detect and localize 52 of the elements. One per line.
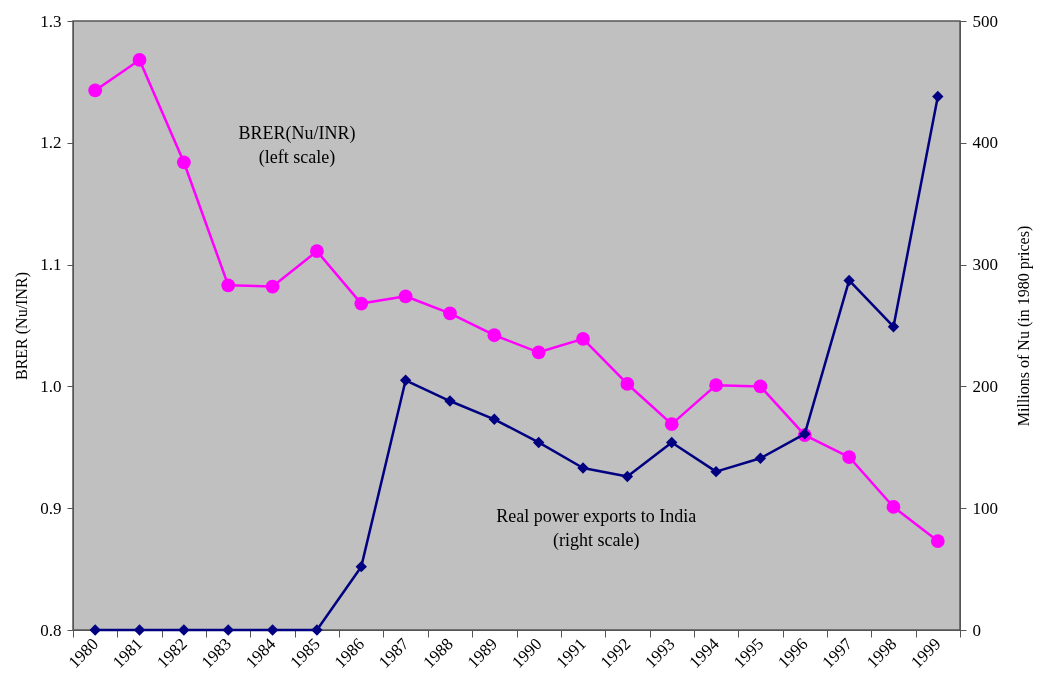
y2-axis-title: Millions of Nu (in 1980 prices) <box>1015 225 1033 427</box>
point <box>443 306 457 321</box>
y-tick-label: 1.1 <box>40 255 62 275</box>
point <box>89 624 101 636</box>
point <box>265 279 280 294</box>
point <box>354 296 369 311</box>
point <box>843 274 855 287</box>
point <box>754 452 767 464</box>
y-tick-label: 1.2 <box>40 133 62 153</box>
y2-tick-label: 400 <box>972 133 998 153</box>
point <box>664 417 679 432</box>
y-tick-label: 1.3 <box>40 11 62 31</box>
y-axis-title: BRER (Nu/INR) <box>13 272 32 380</box>
y-tick-label: 0.8 <box>40 620 62 640</box>
point <box>532 436 545 449</box>
series-label: Real power exports to India (right scale) <box>496 506 697 552</box>
point <box>531 345 546 360</box>
y2-tick-label: 200 <box>972 376 998 396</box>
point <box>88 83 103 98</box>
y2-tick-label: 0 <box>972 620 981 640</box>
point <box>176 155 191 170</box>
y2-tick-label: 100 <box>972 498 998 518</box>
point <box>576 332 590 346</box>
y-tick-label: 0.9 <box>40 498 62 518</box>
y2-tick-label: 300 <box>972 255 998 275</box>
point <box>311 624 323 636</box>
point <box>577 462 589 474</box>
text: BRER(Nu/INR) (left scale) <box>238 122 356 168</box>
point <box>487 328 502 343</box>
point <box>710 465 722 478</box>
point <box>132 53 147 67</box>
point <box>488 413 501 425</box>
y2-tick-label: 500 <box>972 11 998 31</box>
point <box>842 450 857 464</box>
point <box>310 244 324 259</box>
point <box>222 624 234 636</box>
y-tick-label: 1.0 <box>40 376 62 396</box>
point <box>620 377 635 391</box>
point <box>355 560 367 573</box>
point <box>178 624 190 636</box>
point <box>444 395 456 407</box>
point <box>621 470 634 483</box>
point <box>753 379 768 394</box>
point <box>709 378 723 393</box>
point <box>930 534 945 548</box>
point <box>399 374 412 387</box>
point <box>398 289 413 304</box>
point <box>887 321 900 333</box>
point <box>666 436 678 449</box>
point <box>932 90 944 103</box>
point <box>886 500 901 514</box>
point <box>221 278 236 293</box>
